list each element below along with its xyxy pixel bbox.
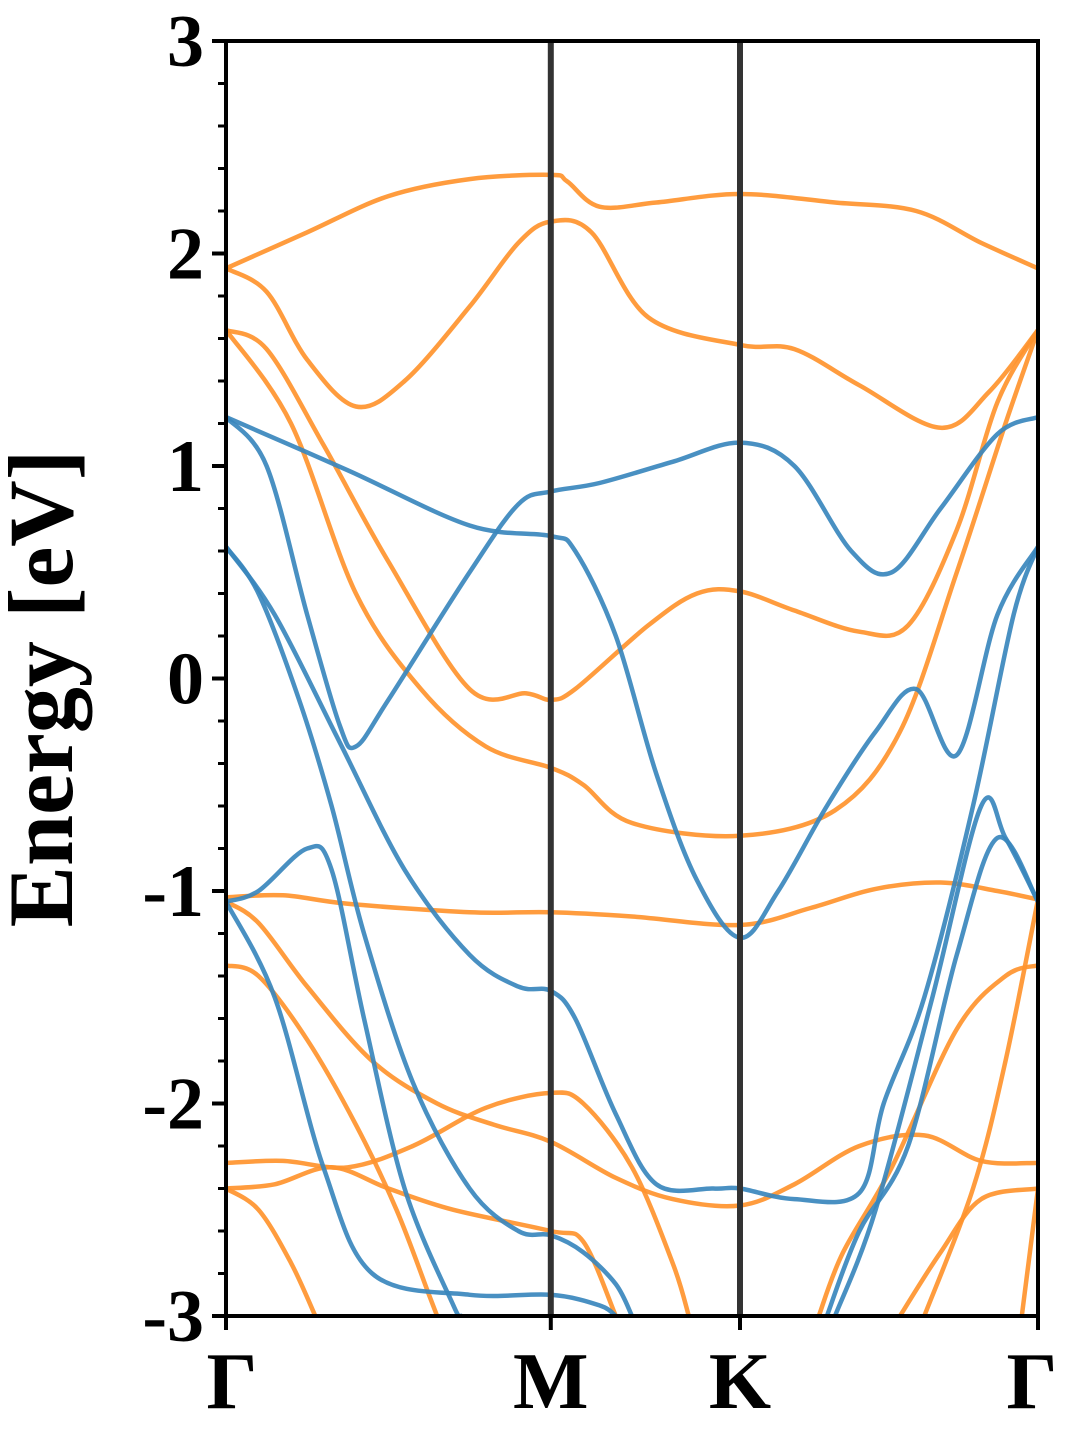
x-tick-label: K [709, 1338, 771, 1426]
y-tick-label: 0 [167, 639, 204, 721]
blue-band-21 [832, 795, 1038, 1316]
y-tick-label: -2 [142, 1064, 204, 1146]
blue-band-18 [226, 843, 464, 1316]
y-tick-label: -3 [142, 1276, 204, 1358]
band-lines [226, 172, 1038, 1316]
blue-band-14 [226, 414, 1038, 941]
high-symmetry-lines [547, 41, 743, 1316]
y-axis-label: Energy [eV] [0, 450, 92, 928]
orange-band-13 [1019, 1186, 1038, 1316]
orange-band-4 [226, 880, 1038, 928]
orange-band-12 [922, 897, 1038, 1316]
blue-band-17 [226, 544, 635, 1316]
orange-band-3 [226, 327, 1038, 839]
y-tick-label: -1 [142, 851, 204, 933]
y-tick-label: 3 [167, 1, 204, 83]
y-tick-label: 2 [167, 214, 204, 296]
orange-band-11 [897, 1186, 1038, 1316]
orange-band-8 [226, 1165, 619, 1316]
orange-band-5 [226, 899, 1038, 1209]
y-axis-ticks: 3 2 1 0 -1 -2 -3 [142, 1, 226, 1358]
orange-band-9 [226, 1186, 318, 1316]
orange-band-1 [226, 217, 1038, 431]
orange-band-0 [226, 172, 1038, 271]
x-tick-label: M [513, 1338, 589, 1426]
orange-band-2 [226, 327, 1038, 703]
blue-band-20 [824, 834, 1038, 1316]
y-tick-label: 1 [167, 426, 204, 508]
x-tick-label: Γ [207, 1338, 258, 1426]
x-tick-label: Γ [1007, 1338, 1058, 1426]
blue-band-19 [226, 899, 619, 1316]
blue-band-16 [226, 544, 1038, 1205]
